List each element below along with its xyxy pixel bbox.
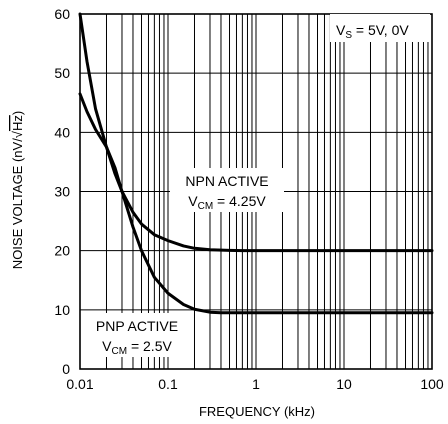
pnp-annotation-line2: VCM = 2.5V bbox=[102, 338, 172, 357]
supply-condition-v: V bbox=[336, 22, 346, 38]
pnp-annotation-sub: CM bbox=[112, 346, 128, 357]
x-tick-label: 1 bbox=[252, 376, 260, 392]
y-tick-label: 20 bbox=[54, 243, 70, 259]
supply-condition-rest: = 5V, 0V bbox=[352, 22, 409, 38]
pnp-annotation-rest: = 2.5V bbox=[127, 338, 172, 354]
y-tick-label: 60 bbox=[54, 6, 70, 22]
x-tick-label: 0.01 bbox=[66, 376, 93, 392]
y-axis-title: NOISE VOLTAGE (nV/√Hz) bbox=[10, 111, 25, 269]
y-tick-label: 50 bbox=[54, 65, 70, 81]
plot-frame bbox=[79, 13, 433, 370]
supply-condition-label: VS = 5V, 0V bbox=[336, 22, 409, 41]
npn-annotation-rest: = 4.25V bbox=[213, 193, 266, 209]
pnp-active-curve bbox=[78, 92, 434, 315]
supply-condition-background bbox=[330, 14, 430, 42]
npn-annotation-background bbox=[170, 168, 284, 212]
y-axis-title-unit: Hz bbox=[10, 115, 25, 131]
npn-annotation-sub: CM bbox=[198, 201, 214, 212]
y-tick-label: 0 bbox=[62, 361, 70, 377]
pnp-active-annotation: PNP ACTIVE VCM = 2.5V bbox=[82, 313, 192, 357]
y-axis-title-text: NOISE VOLTAGE (nV/ bbox=[10, 138, 25, 269]
x-tick-label: 100 bbox=[420, 376, 444, 392]
x-tick-label: 0.1 bbox=[158, 376, 178, 392]
y-axis-title-group: NOISE VOLTAGE (nV/√Hz) bbox=[10, 111, 25, 269]
sqrt-symbol: √ bbox=[10, 130, 25, 138]
npn-annotation-line2: VCM = 4.25V bbox=[188, 193, 266, 212]
pnp-annotation-background bbox=[82, 313, 192, 357]
x-axis-title: FREQUENCY (kHz) bbox=[199, 404, 315, 419]
y-tick-label: 10 bbox=[54, 302, 70, 318]
x-tick-label: 10 bbox=[336, 376, 352, 392]
npn-annotation-v: V bbox=[188, 193, 198, 209]
npn-annotation-line1: NPN ACTIVE bbox=[185, 173, 268, 189]
pnp-annotation-line1: PNP ACTIVE bbox=[96, 318, 178, 334]
tick-labels: 0.01 0.1 1 10 100 0 10 20 30 40 50 60 bbox=[54, 6, 443, 392]
supply-condition-sub: S bbox=[345, 30, 352, 41]
npn-active-annotation: NPN ACTIVE VCM = 4.25V bbox=[170, 168, 284, 212]
y-tick-label: 40 bbox=[54, 124, 70, 140]
pnp-annotation-v: V bbox=[102, 338, 112, 354]
y-axis-title-close: ) bbox=[10, 111, 25, 115]
supply-condition-annotation: VS = 5V, 0V bbox=[330, 14, 430, 42]
curves bbox=[78, 12, 434, 315]
y-tick-label: 30 bbox=[54, 184, 70, 200]
